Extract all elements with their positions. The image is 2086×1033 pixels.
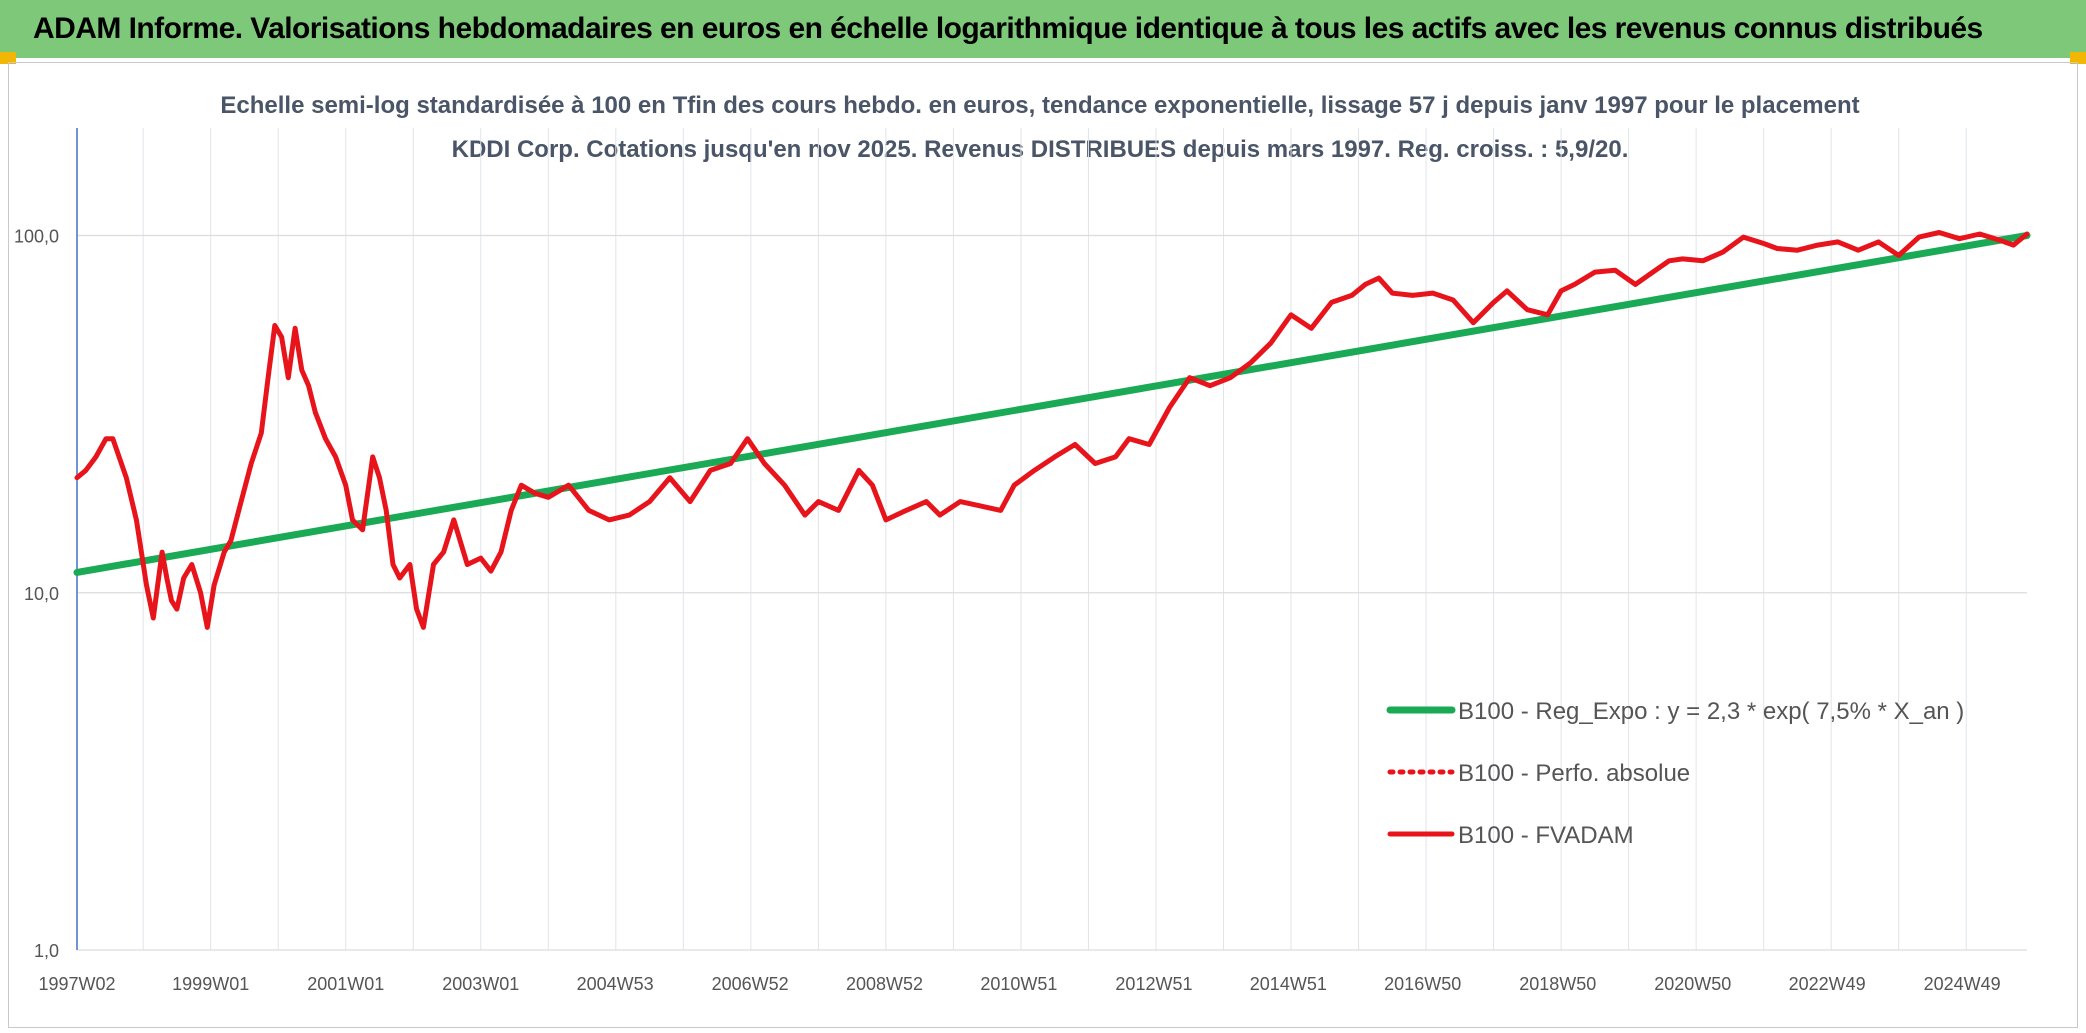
legend: B100 - Reg_Expo : y = 2,3 * exp( 7,5% * … xyxy=(1386,698,1964,849)
legend-label: B100 - FVADAM xyxy=(1458,822,1634,849)
x-tick-label: 2022W49 xyxy=(1789,974,1866,994)
x-tick-label: 2004W53 xyxy=(577,974,654,994)
corner-marker-left xyxy=(0,52,16,64)
tick-labels: 1,0 10,0 100,0 1997W02 1999W01 2001W01 2003W01… xyxy=(14,227,2001,994)
x-tick-label: 2006W52 xyxy=(712,974,789,994)
series-lines xyxy=(73,230,2031,630)
x-tick-label: 1997W02 xyxy=(38,974,115,994)
x-tick-label: 2012W51 xyxy=(1115,974,1192,994)
y-tick-label: 100,0 xyxy=(14,227,59,247)
x-tick-label: 2018W50 xyxy=(1519,974,1596,994)
series-line-reg-expo xyxy=(73,232,2031,576)
x-tick-label: 2010W51 xyxy=(980,974,1057,994)
x-tick-label: 1999W01 xyxy=(172,974,249,994)
x-tick-label: 2014W51 xyxy=(1250,974,1327,994)
header-banner: ADAM Informe. Valorisations hebdomadaire… xyxy=(0,0,2086,58)
x-tick-label: 2016W50 xyxy=(1384,974,1461,994)
grid-lines xyxy=(77,128,2027,951)
x-tick-label: 2008W52 xyxy=(846,974,923,994)
x-tick-label: 2003W01 xyxy=(442,974,519,994)
chart-title: Echelle semi-log standardisée à 100 en T… xyxy=(220,92,1860,163)
x-tick-label: 2024W49 xyxy=(1924,974,2001,994)
y-tick-label: 10,0 xyxy=(24,584,59,604)
chart-area xyxy=(8,62,2078,1028)
legend-label: B100 - Perfo. absolue xyxy=(1458,760,1690,787)
page-title: ADAM Informe. Valorisations hebdomadaire… xyxy=(33,12,1983,45)
legend-label: B100 - Reg_Expo : y = 2,3 * exp( 7,5% * … xyxy=(1458,698,1964,725)
x-tick-label: 2001W01 xyxy=(307,974,384,994)
x-tick-label: 2020W50 xyxy=(1654,974,1731,994)
corner-marker-right xyxy=(2070,52,2086,64)
y-tick-label: 1,0 xyxy=(34,941,59,961)
series-line-fvadam xyxy=(74,230,2030,630)
